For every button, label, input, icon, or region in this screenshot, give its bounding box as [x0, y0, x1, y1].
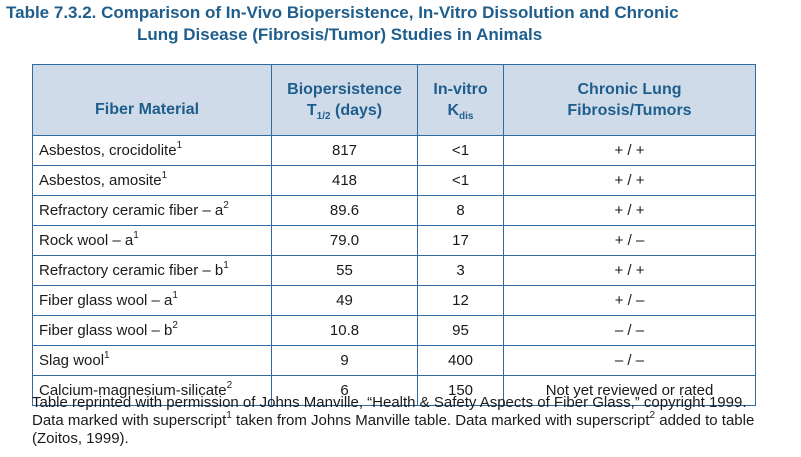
- kdis-cell: 150: [417, 375, 504, 406]
- kdis-cell: 12: [417, 285, 504, 316]
- chronic-cell: + / +: [503, 195, 756, 226]
- header-days-unit: (days): [330, 102, 383, 119]
- title-line-1: Table 7.3.2. Comparison of In-Vivo Biope…: [6, 3, 679, 22]
- title-line-2: Lung Disease (Fibrosis/Tumor) Studies in…: [137, 25, 543, 44]
- kdis-cell: <1: [417, 165, 504, 196]
- table-caption: Table reprinted with permission of Johns…: [32, 394, 772, 448]
- superscript: 1: [104, 350, 110, 361]
- header-t-symbol: T: [306, 102, 317, 119]
- kdis-cell: <1: [417, 135, 504, 166]
- superscript: 1: [176, 140, 183, 151]
- table-row: Asbestos, crocidolite1 817 <1 + / +: [32, 135, 756, 166]
- material-cell: Calcium-magnesium-silicate2: [32, 375, 272, 406]
- caption-text-2: taken from Johns Manville table. Data ma…: [231, 412, 650, 429]
- table-row: Refractory ceramic fiber – b1 55 3 + / +: [32, 255, 756, 286]
- table-row: Asbestos, amosite1 418 <1 + / +: [32, 165, 756, 196]
- material-cell: Asbestos, crocidolite1: [32, 135, 272, 166]
- material-name: Refractory ceramic fiber – a: [39, 202, 224, 219]
- material-cell: Asbestos, amosite1: [32, 165, 272, 196]
- superscript: 2: [172, 320, 178, 331]
- material-name: Fiber glass wool – b: [39, 322, 173, 339]
- header-half-subscript: 1/2: [316, 111, 331, 123]
- chronic-cell: – / –: [503, 315, 756, 346]
- biopersistence-cell: 6: [271, 375, 418, 406]
- table-row: Calcium-magnesium-silicate2 6 150 Not ye…: [32, 375, 756, 406]
- header-in-vitro: In-vitro Kdis: [417, 64, 504, 136]
- material-cell: Fiber glass wool – b2: [32, 315, 272, 346]
- kdis-cell: 8: [417, 195, 504, 226]
- material-name: Calcium-magnesium-silicate: [39, 382, 227, 399]
- material-name: Slag wool: [39, 352, 105, 369]
- kdis-cell: 400: [417, 345, 504, 376]
- table-row: Fiber glass wool – a1 49 12 + / –: [32, 285, 756, 316]
- biopersistence-cell: 79.0: [271, 225, 418, 256]
- material-name: Refractory ceramic fiber – b: [39, 262, 224, 279]
- caption-superscript-1: 1: [226, 410, 232, 421]
- biopersistence-cell: 418: [271, 165, 418, 196]
- material-cell: Refractory ceramic fiber – a2: [32, 195, 272, 226]
- header-biopersistence-label: Biopersistence: [287, 81, 402, 98]
- kdis-cell: 3: [417, 255, 504, 286]
- material-name: Asbestos, amosite: [39, 172, 162, 189]
- header-fiber-material: Fiber Material: [32, 64, 272, 136]
- superscript: 2: [226, 380, 233, 391]
- chronic-cell: + / +: [503, 165, 756, 196]
- biopersistence-cell: 817: [271, 135, 418, 166]
- material-name: Asbestos, crocidolite: [39, 142, 177, 159]
- material-cell: Slag wool1: [32, 345, 272, 376]
- biopersistence-cell: 55: [271, 255, 418, 286]
- superscript: 1: [223, 260, 229, 271]
- biopersistence-cell: 89.6: [271, 195, 418, 226]
- chronic-cell: + / +: [503, 255, 756, 286]
- header-k-symbol: K: [447, 102, 460, 119]
- chronic-cell: + / –: [503, 225, 756, 256]
- header-in-vitro-label: In-vitro: [433, 81, 488, 98]
- comparison-table: Fiber Material Biopersistence T1/2 (days…: [32, 64, 756, 406]
- superscript: 1: [172, 290, 178, 301]
- material-cell: Rock wool – a1: [32, 225, 272, 256]
- header-dis-subscript: dis: [459, 111, 474, 123]
- chronic-cell: – / –: [503, 345, 756, 376]
- header-row: Fiber Material Biopersistence T1/2 (days…: [32, 64, 756, 136]
- kdis-cell: 95: [417, 315, 504, 346]
- table-row: Refractory ceramic fiber – a2 89.6 8 + /…: [32, 195, 756, 226]
- chronic-cell: + / +: [503, 135, 756, 166]
- chronic-cell: Not yet reviewed or rated: [503, 375, 756, 406]
- superscript: 1: [161, 170, 168, 181]
- biopersistence-cell: 10.8: [271, 315, 418, 346]
- material-cell: Refractory ceramic fiber – b1: [32, 255, 272, 286]
- header-chronic-lung: Chronic Lung Fibrosis/Tumors: [503, 64, 756, 136]
- header-chronic-label-1: Chronic Lung: [577, 81, 682, 98]
- superscript: 2: [223, 200, 229, 211]
- kdis-cell: 17: [417, 225, 504, 256]
- header-chronic-label-2: Fibrosis/Tumors: [567, 102, 692, 119]
- biopersistence-cell: 49: [271, 285, 418, 316]
- material-name: Fiber glass wool – a: [39, 292, 173, 309]
- caption-text-3: added to table (Zoitos, 1999).: [32, 412, 755, 447]
- table-row: Rock wool – a1 79.0 17 + / –: [32, 225, 756, 256]
- caption-text-1: Table reprinted with permission of Johns…: [32, 394, 747, 429]
- table-row: Slag wool1 9 400 – / –: [32, 345, 756, 376]
- table-title: Table 7.3.2. Comparison of In-Vivo Biope…: [6, 2, 786, 46]
- comparison-table-container: Fiber Material Biopersistence T1/2 (days…: [32, 64, 756, 406]
- material-name: Rock wool – a: [39, 232, 134, 249]
- chronic-cell: + / –: [503, 285, 756, 316]
- caption-superscript-2: 2: [649, 410, 656, 421]
- superscript: 1: [133, 230, 139, 241]
- material-cell: Fiber glass wool – a1: [32, 285, 272, 316]
- biopersistence-cell: 9: [271, 345, 418, 376]
- header-biopersistence: Biopersistence T1/2 (days): [271, 64, 418, 136]
- table-row: Fiber glass wool – b2 10.8 95 – / –: [32, 315, 756, 346]
